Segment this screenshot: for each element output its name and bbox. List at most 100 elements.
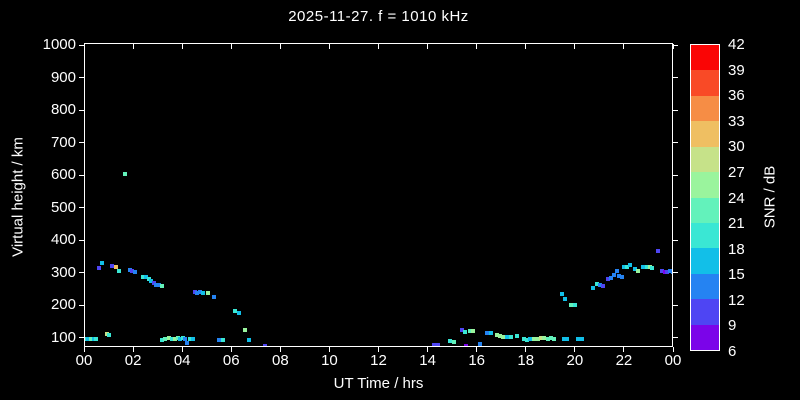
data-point: [159, 283, 164, 288]
colorbar-segment: [691, 45, 719, 72]
colorbar-tick-label: 21: [728, 215, 745, 233]
data-point: [89, 336, 94, 341]
y-tick-label: 500: [50, 198, 76, 216]
colorbar-tick-label: 33: [728, 112, 745, 130]
data-point: [109, 264, 114, 269]
data-point: [178, 337, 183, 342]
colorbar-tick-label: 36: [728, 87, 745, 105]
colorbar-tick-label: 9: [728, 317, 737, 335]
data-point: [173, 336, 178, 341]
y-tick-mirror: [673, 44, 678, 46]
x-tick-mirror: [181, 44, 183, 49]
colorbar-tick-label: 24: [728, 189, 745, 207]
colorbar-tick-label: 18: [728, 240, 745, 258]
colorbar-tick-label: 39: [728, 61, 745, 79]
data-point: [645, 264, 649, 269]
data-point: [611, 272, 616, 277]
data-point: [156, 283, 161, 288]
data-point: [431, 343, 436, 346]
y-tick: [79, 304, 84, 306]
x-tick-mirror: [83, 44, 85, 49]
data-point: [514, 334, 519, 339]
y-tick-mirror: [673, 142, 678, 144]
data-point: [600, 283, 605, 288]
data-point: [451, 339, 456, 344]
data-point: [647, 265, 652, 270]
colorbar-tick-label: 12: [728, 291, 745, 309]
x-tick: [672, 347, 674, 352]
x-tick-label: 00: [664, 352, 682, 369]
data-point: [522, 337, 527, 342]
data-point: [448, 339, 453, 344]
data-point: [650, 265, 655, 270]
data-point: [539, 335, 544, 340]
data-point: [188, 336, 193, 341]
x-tick-label: 18: [517, 352, 535, 369]
data-point: [568, 303, 573, 308]
y-tick-mirror: [673, 174, 678, 176]
y-tick: [79, 44, 84, 46]
data-point: [489, 331, 494, 336]
colorbar-tick-label: 15: [728, 266, 745, 284]
data-point: [91, 337, 96, 342]
data-point: [659, 269, 664, 274]
data-point: [435, 343, 440, 346]
data-point: [149, 278, 154, 283]
data-point: [641, 265, 646, 270]
colorbar-title: SNR / dB: [761, 165, 779, 229]
data-point: [151, 281, 156, 286]
data-point: [628, 263, 633, 268]
data-point: [665, 270, 670, 275]
x-tick-label: 22: [615, 352, 633, 369]
x-tick: [427, 347, 429, 352]
y-tick-mirror: [673, 272, 678, 274]
x-tick-mirror: [525, 44, 527, 49]
data-point: [559, 292, 564, 297]
colorbar-tick-label: 42: [728, 36, 745, 53]
y-tick-label: 200: [50, 296, 76, 314]
data-point: [477, 341, 482, 346]
data-point: [668, 269, 672, 274]
x-axis-label: UT Time / hrs: [333, 375, 424, 392]
data-point: [459, 327, 464, 332]
data-point: [116, 269, 121, 274]
data-point: [205, 291, 210, 296]
x-tick-mirror: [132, 44, 134, 49]
data-point: [100, 260, 105, 265]
y-tick: [79, 337, 84, 339]
y-tick: [79, 109, 84, 111]
data-point: [564, 336, 569, 341]
data-point: [622, 265, 627, 270]
data-point: [175, 335, 180, 340]
data-point: [605, 277, 610, 282]
data-point: [127, 267, 132, 272]
x-tick-label: 12: [370, 352, 387, 369]
colorbar-segment: [691, 273, 719, 301]
data-point: [263, 344, 268, 346]
x-tick-mirror: [378, 44, 379, 49]
data-point: [619, 274, 624, 279]
x-tick: [328, 347, 330, 352]
data-point: [471, 329, 476, 334]
data-point: [170, 336, 175, 341]
colorbar-segment: [691, 121, 719, 148]
x-tick-mirror: [623, 44, 625, 49]
data-point: [598, 283, 603, 288]
x-tick-label: 00: [75, 352, 93, 369]
data-point: [94, 336, 99, 341]
y-tick-label: 100: [50, 328, 76, 346]
data-point: [114, 264, 119, 269]
x-tick-mirror: [476, 44, 478, 49]
y-tick-label: 600: [50, 166, 76, 184]
x-tick: [279, 347, 281, 352]
x-tick-mirror: [230, 44, 232, 49]
data-point: [528, 337, 533, 342]
data-point: [242, 328, 247, 333]
data-point: [545, 336, 550, 341]
data-point: [508, 335, 513, 340]
data-point: [551, 336, 556, 341]
y-tick: [79, 142, 84, 144]
data-point: [463, 344, 468, 346]
data-point: [485, 331, 490, 336]
